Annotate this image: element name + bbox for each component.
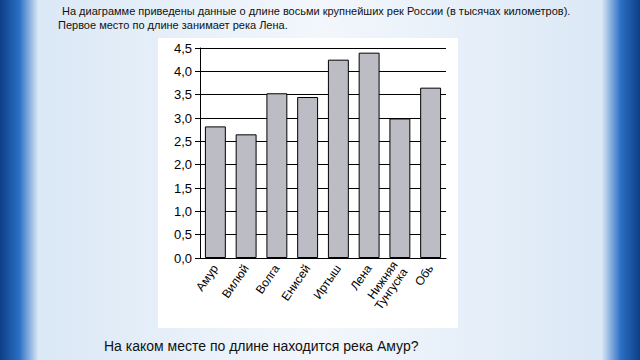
svg-text:1,0: 1,0 <box>174 204 192 219</box>
svg-text:Обь: Обь <box>412 262 436 288</box>
svg-text:3,5: 3,5 <box>174 87 192 102</box>
html-text:На каком месте по длине находи: На каком месте по длине находится река А… <box>104 338 419 354</box>
svg-text:4,0: 4,0 <box>174 64 192 79</box>
svg-text:Лена: Лена <box>347 262 375 293</box>
svg-text:Иртыш: Иртыш <box>310 262 344 302</box>
svg-text:Тунгуска: Тунгуска <box>372 265 411 312</box>
svg-text:2,5: 2,5 <box>174 134 192 149</box>
svg-text:1,5: 1,5 <box>174 181 192 196</box>
svg-text:4,5: 4,5 <box>174 41 192 56</box>
svg-text:Вилюй: Вилюй <box>219 262 252 301</box>
html-text:На диаграмме приведены данные: На диаграмме приведены данные о длине во… <box>58 5 571 31</box>
svg-text:Волга: Волга <box>253 262 283 297</box>
svg-text:3,0: 3,0 <box>174 111 192 126</box>
svg-text:0,5: 0,5 <box>174 227 192 242</box>
svg-text:0,0: 0,0 <box>174 251 192 266</box>
svg-text:Нижняя: Нижняя <box>364 258 401 302</box>
svg-text:Енисей: Енисей <box>279 262 314 303</box>
svg-text:2,0: 2,0 <box>174 157 192 172</box>
svg-text:Амур: Амур <box>193 262 221 294</box>
